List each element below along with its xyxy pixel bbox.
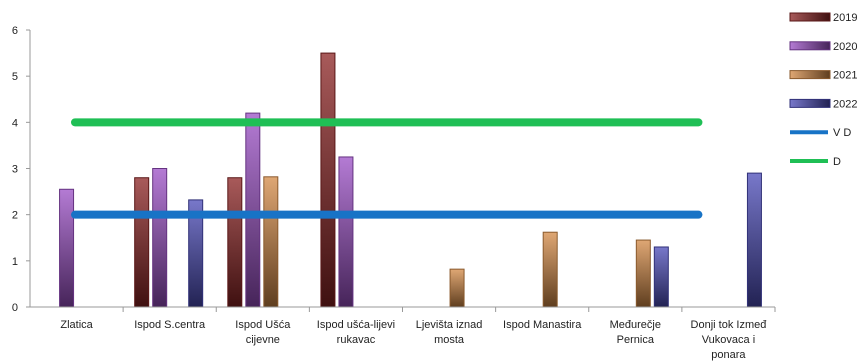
legend-label-2020: 2020 <box>833 41 857 53</box>
x-category-label: Ispod ušća-lijevi rukavac <box>317 319 395 346</box>
legend-label-2021: 2021 <box>833 70 857 82</box>
legend-label-vd: V D <box>833 127 851 139</box>
y-tick-label: 2 <box>12 210 18 222</box>
legend-label-2022: 2022 <box>833 98 857 110</box>
legend-swatch-2022 <box>789 98 831 108</box>
bar-2021 <box>635 239 651 308</box>
x-category-label: Donji tok Izmeđ Vukovaca i ponara <box>691 319 768 361</box>
bar-2021 <box>263 176 279 308</box>
reference-lines <box>71 118 703 219</box>
bar-2020 <box>338 156 354 308</box>
x-category-label: Ljevišta iznad mosta <box>416 319 483 346</box>
bar-2020 <box>245 112 261 308</box>
bar-2020 <box>152 168 168 308</box>
legend-label-d: D <box>833 156 841 168</box>
legend-swatch-2019 <box>789 12 831 22</box>
legend: 2019 2020 2021 2022 V D D <box>789 12 857 168</box>
y-tick-label: 4 <box>12 117 18 129</box>
y-tick-label: 0 <box>12 302 18 314</box>
y-tick-label: 5 <box>12 71 18 83</box>
bars <box>59 52 762 308</box>
x-category-label: Međurečje Pernica <box>610 319 661 346</box>
x-category-label: Ispod S.centra <box>134 319 206 331</box>
legend-swatch-2020 <box>789 41 831 51</box>
bar-2019 <box>134 177 150 308</box>
legend-swatch-2021 <box>789 70 831 80</box>
x-category-label: Ispod Ušća cijevne <box>235 319 291 346</box>
bar-2021 <box>542 231 558 308</box>
legend-label-2019: 2019 <box>833 12 857 24</box>
bar-2020 <box>59 188 75 308</box>
bar-2022 <box>653 246 669 308</box>
x-axis: Zlatica Ispod S.centra Ispod Ušća cijevne Is… <box>30 306 776 361</box>
y-tick-label: 1 <box>12 256 18 268</box>
y-axis: 0 1 2 3 4 5 6 <box>12 25 31 314</box>
bar-2019 <box>227 177 243 308</box>
x-category-label: Ispod Manastira <box>503 319 582 331</box>
bar-2021 <box>449 268 465 308</box>
y-tick-label: 6 <box>12 25 18 37</box>
y-tick-label: 3 <box>12 164 18 176</box>
bar-2022 <box>746 172 762 308</box>
bar-2019 <box>320 52 336 308</box>
x-category-label: Zlatica <box>60 319 93 331</box>
